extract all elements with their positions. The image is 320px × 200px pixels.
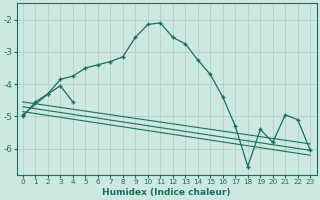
X-axis label: Humidex (Indice chaleur): Humidex (Indice chaleur) [102,188,231,197]
